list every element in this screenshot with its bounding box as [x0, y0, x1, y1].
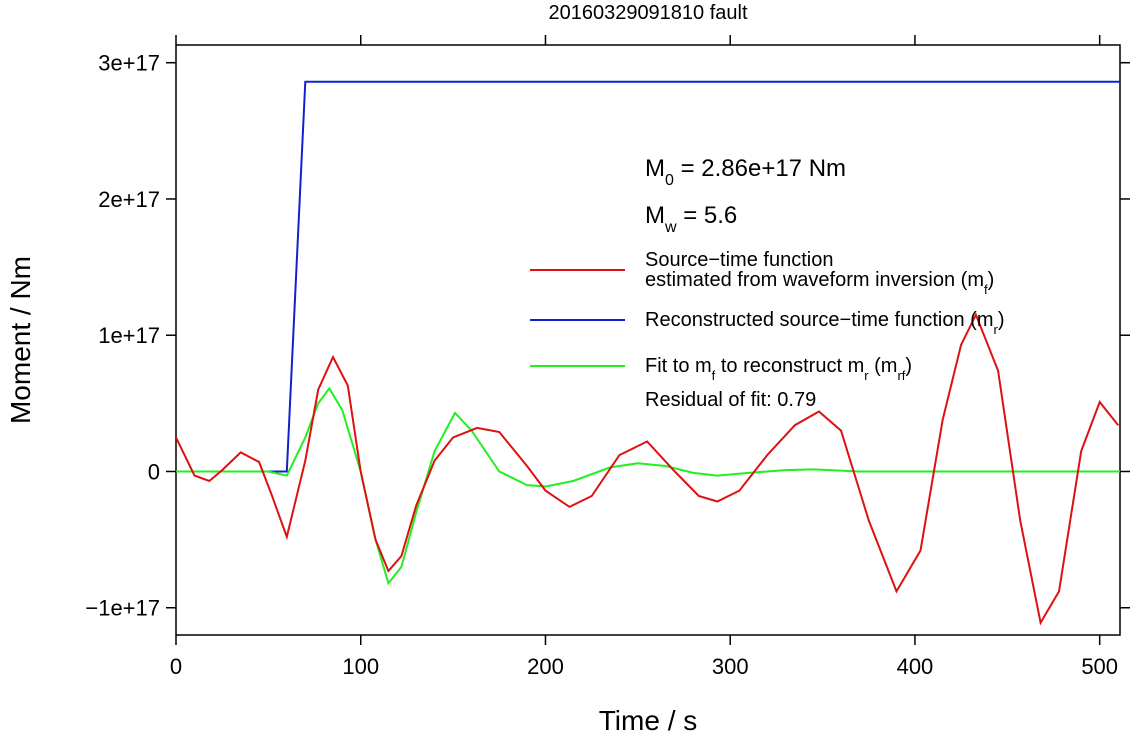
text-part: Fit to m [645, 355, 712, 377]
legend-label: estimated from waveform inversion (mf) [645, 269, 994, 297]
y-axis-label: Moment / Nm [5, 256, 36, 424]
y-tick-label: −1e+17 [85, 596, 160, 621]
text-part: ) [998, 309, 1005, 331]
x-tick-label: 300 [712, 654, 749, 679]
y-tick-label: 2e+17 [98, 187, 160, 212]
text-part: to reconstruct m [715, 355, 864, 377]
text-part: estimated from waveform inversion (m [645, 269, 984, 291]
text-part: Reconstructed source−time function (m [645, 309, 994, 331]
text-part: ) [988, 269, 995, 291]
text-part: f [712, 368, 716, 383]
annotation: Residual of fit: 0.79 [645, 389, 816, 411]
y-tick-label: 1e+17 [98, 323, 160, 348]
text-part: r [864, 368, 869, 383]
annotation: Mw = 5.6 [645, 202, 737, 236]
text-part: (m [869, 355, 898, 377]
series-line [176, 312, 1119, 626]
y-tick-label: 0 [148, 459, 160, 484]
text-part: r [994, 322, 999, 337]
text-part: 0 [665, 172, 674, 189]
text-part: M [645, 155, 665, 182]
text-part: = 2.86e+17 Nm [674, 155, 846, 182]
legend-label: Reconstructed source−time function (mr) [645, 309, 1005, 337]
legend-label: Source−time function [645, 249, 833, 271]
legend-label: Fit to mf to reconstruct mr (mrf) [645, 355, 912, 383]
x-tick-label: 400 [897, 654, 934, 679]
chart-title: 20160329091810 fault [548, 2, 748, 24]
annotation: M0 = 2.86e+17 Nm [645, 155, 846, 189]
text-part: ) [905, 355, 912, 377]
x-axis-label: Time / s [599, 705, 698, 736]
plot-frame [175, 44, 1121, 636]
x-tick-label: 500 [1081, 654, 1118, 679]
text-part: = 5.6 [677, 202, 738, 229]
text-part: rf [897, 368, 905, 383]
series-line [176, 386, 1120, 586]
text-part: Source−time function [645, 249, 833, 271]
text-part: M [645, 202, 665, 229]
text-part: w [664, 219, 677, 236]
text-part: Residual of fit: 0.79 [645, 389, 816, 411]
y-tick-label: 3e+17 [98, 51, 160, 76]
x-tick-label: 100 [342, 654, 379, 679]
x-tick-label: 200 [527, 654, 564, 679]
text-part: f [984, 282, 988, 297]
x-tick-label: 0 [170, 654, 182, 679]
